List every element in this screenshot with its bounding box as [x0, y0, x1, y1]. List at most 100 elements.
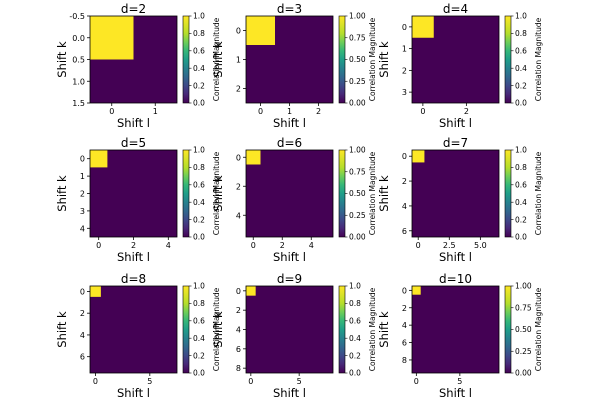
heatmap-peak-cell: [246, 150, 261, 165]
colorbar-tick-label: 0.4: [193, 198, 205, 207]
colorbar-tick-label: 0.6: [349, 317, 361, 326]
y-tick-label: 2: [402, 177, 407, 186]
colorbar-tick-label: 0.50: [349, 189, 366, 198]
y-tick-label: 6: [402, 339, 407, 348]
y-tick-label: 1.5: [72, 99, 85, 108]
panel-title: d=8: [121, 272, 146, 286]
colorbar-tick-label: 0.4: [193, 334, 205, 343]
axes-frame: [411, 285, 500, 374]
x-axis-label: Shift l: [273, 116, 306, 130]
x-axis-label: Shift l: [273, 250, 306, 264]
colorbar-tick-label: 0.6: [193, 47, 205, 56]
heatmap-peak-cell: [412, 16, 434, 38]
colorbar-tick-label: 0.25: [515, 347, 532, 356]
x-axis-label: Shift l: [117, 116, 150, 130]
panel-d-9: d=9 0 5 0 2 4 6 8 Shift l Shift k 0.0 0.2 0.4 0.6 0.8 1…: [211, 272, 377, 400]
heatmap-peak-cell: [90, 286, 101, 297]
axes-frame: [89, 285, 178, 374]
y-tick-label: 0: [402, 23, 407, 32]
colorbar-label: Correlation Magnitude: [368, 151, 377, 235]
heatmap-peak-cell: [412, 286, 421, 295]
y-tick-label: 4: [236, 326, 241, 335]
colorbar-tick-label: 0.00: [515, 369, 532, 378]
panel-title: d=3: [277, 2, 302, 16]
colorbar-tick-label: 0.4: [515, 198, 527, 207]
panel-title: d=6: [277, 136, 302, 150]
colorbar-tick-label: 0.00: [349, 99, 366, 108]
heatmap-peak-cell: [412, 150, 425, 163]
colorbar-label: Correlation Magnitude: [534, 287, 543, 371]
colorbar: [504, 15, 512, 104]
y-tick-label: -0.5: [69, 12, 85, 21]
x-tick-label: 0: [109, 107, 114, 116]
y-tick-label: 3: [80, 207, 85, 216]
colorbar: [504, 285, 512, 374]
colorbar-label: Correlation Magnitude: [534, 151, 543, 235]
y-tick-label: 8: [402, 356, 407, 365]
y-axis-label: Shift k: [377, 41, 391, 78]
colorbar-tick-label: 0.4: [515, 64, 527, 73]
y-tick-label: 0.5: [72, 56, 85, 65]
y-tick-label: 0: [236, 153, 241, 162]
colorbar-label: Correlation Magnitude: [212, 17, 221, 101]
x-tick-label: 5: [147, 377, 152, 386]
colorbar-tick-label: 1.0: [515, 12, 527, 21]
y-axis-label: Shift k: [55, 41, 69, 78]
colorbar-label: Correlation Magnitude: [534, 17, 543, 101]
x-axis-label: Shift l: [439, 386, 472, 400]
panel-d-3: d=3 0 1 2 0 1 2 Shift l Shift k 0.00 0.25 0.50 0.75 1…: [211, 2, 377, 130]
x-tick-label: 4: [309, 241, 314, 250]
colorbar-tick-label: 0.0: [193, 233, 205, 242]
x-tick-label: 0: [248, 377, 253, 386]
colorbar-tick-label: 0.25: [349, 211, 366, 220]
y-tick-label: 6: [402, 227, 407, 236]
colorbar-tick-label: 0.8: [193, 163, 205, 172]
colorbar-tick-label: 1.00: [349, 146, 366, 155]
y-tick-label: 4: [236, 211, 241, 220]
x-tick-label: 2: [280, 241, 285, 250]
panel-title: d=9: [277, 272, 302, 286]
colorbar-tick-label: 0.2: [193, 215, 205, 224]
x-tick-label: 5: [297, 377, 302, 386]
y-axis-label: Shift k: [55, 311, 69, 348]
colorbar-label: Correlation Magnitude: [212, 151, 221, 235]
x-tick-label: 0: [96, 241, 101, 250]
x-axis-label: Shift l: [273, 386, 306, 400]
y-tick-label: 3: [402, 88, 407, 97]
colorbar-tick-label: 1.0: [193, 282, 205, 291]
y-tick-label: 2: [236, 306, 241, 315]
heatmap-peak-cell: [246, 16, 275, 45]
heatmap-peak-cell: [246, 286, 256, 296]
y-tick-label: 4: [402, 202, 407, 211]
x-axis-label: Shift l: [117, 250, 150, 264]
colorbar-tick-label: 0.0: [193, 99, 205, 108]
heatmap-background: [412, 150, 499, 237]
colorbar-tick-label: 0.6: [515, 181, 527, 190]
y-tick-label: 4: [80, 224, 85, 233]
colorbar-tick-label: 0.2: [515, 215, 527, 224]
colorbar-tick-label: 0.4: [193, 64, 205, 73]
y-axis-label: Shift k: [211, 311, 225, 348]
colorbar-tick-label: 0.50: [515, 325, 532, 334]
panel-title: d=2: [121, 2, 146, 16]
y-axis-label: Shift k: [55, 175, 69, 212]
x-tick-label: 2: [464, 107, 469, 116]
x-axis-label: Shift l: [439, 116, 472, 130]
heatmap-peak-cell: [90, 16, 134, 60]
colorbar-label: Correlation Magnitude: [212, 287, 221, 371]
x-tick-label: 0: [420, 107, 425, 116]
panel-d-7: d=7 0 2.5 5.0 0 2 4 6 Shift l Shift k 0.0 0.2 0.4 0.6…: [377, 136, 543, 264]
colorbar-tick-label: 0.2: [193, 351, 205, 360]
y-tick-label: 6: [80, 353, 85, 362]
colorbar-tick-label: 0.8: [193, 299, 205, 308]
x-tick-label: 0: [416, 241, 421, 250]
y-tick-label: 1: [402, 45, 407, 54]
y-axis-label: Shift k: [211, 41, 225, 78]
colorbar-tick-label: 1.0: [193, 12, 205, 21]
y-tick-label: 2: [402, 304, 407, 313]
panel-d-8: d=8 0 5 0 2 4 6 Shift l Shift k 0.0 0.2 0.4 0.6 0.8 1.…: [55, 272, 221, 400]
x-axis-label: Shift l: [117, 386, 150, 400]
x-tick-label: 4: [166, 241, 171, 250]
